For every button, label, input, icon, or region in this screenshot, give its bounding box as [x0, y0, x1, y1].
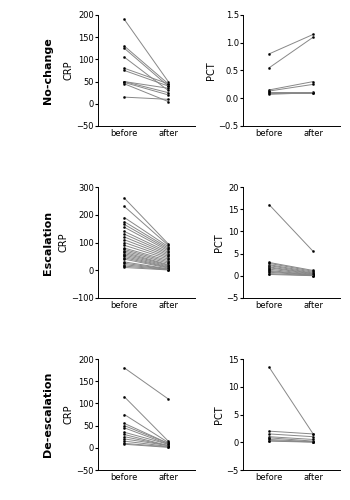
Y-axis label: PCT: PCT [214, 233, 224, 252]
Y-axis label: CRP: CRP [58, 232, 68, 252]
Y-axis label: CRP: CRP [64, 404, 74, 424]
Text: No-change: No-change [43, 37, 53, 104]
Y-axis label: PCT: PCT [214, 405, 224, 424]
Text: De-escalation: De-escalation [43, 372, 53, 457]
Y-axis label: CRP: CRP [64, 60, 74, 80]
Y-axis label: PCT: PCT [206, 61, 216, 80]
Text: Escalation: Escalation [43, 210, 53, 274]
